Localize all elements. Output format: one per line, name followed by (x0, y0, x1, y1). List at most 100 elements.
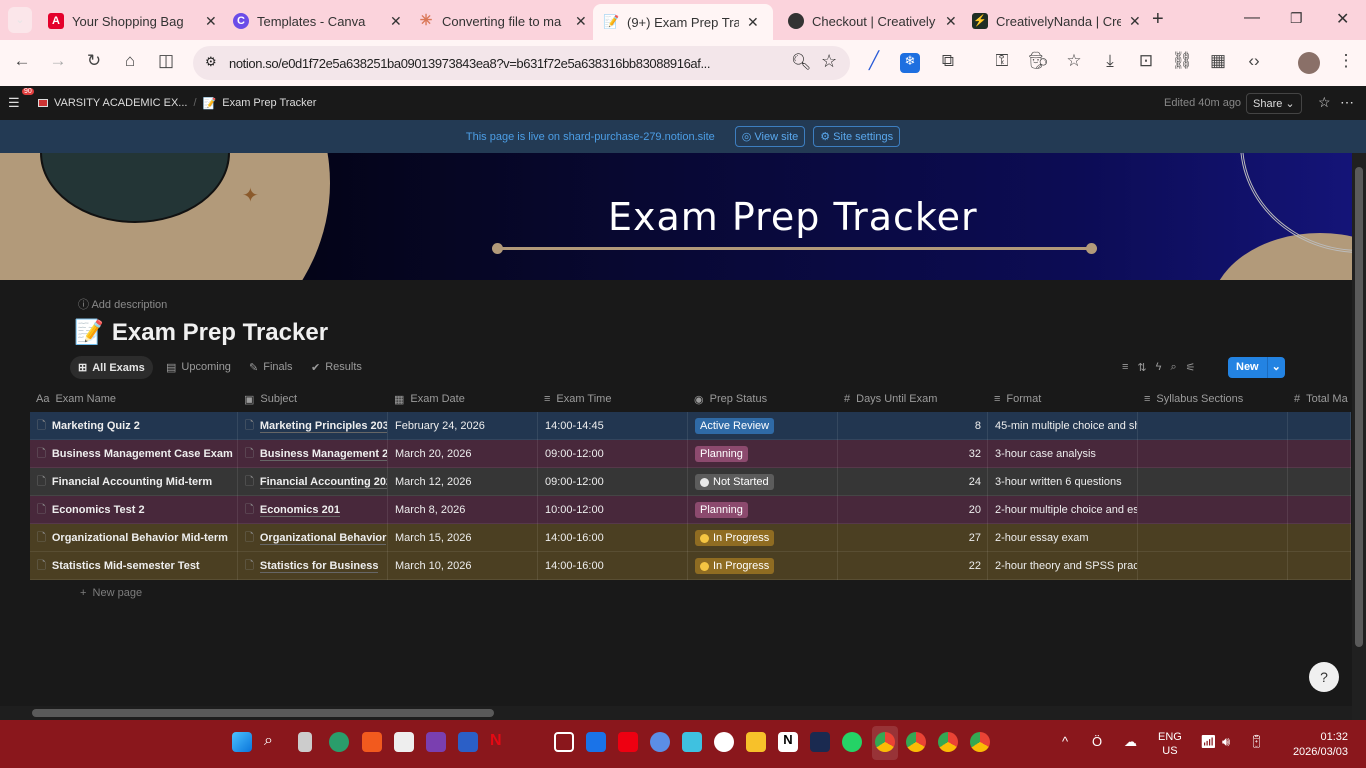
language-indicator[interactable]: ENG US (1158, 731, 1182, 757)
share-button[interactable]: Share ⌄ (1246, 93, 1302, 114)
new-button[interactable]: New ⌄ (1228, 357, 1285, 378)
column-header[interactable]: ≡ Syllabus Sections (1144, 393, 1244, 405)
cell-prep-status[interactable]: In Progress (688, 524, 838, 552)
cell-exam-name[interactable]: 🗋 Financial Accounting Mid-term (30, 468, 238, 496)
cell-subject[interactable]: 🗋 Business Management 201 (238, 440, 388, 468)
browser-tab[interactable]: A Your Shopping Bag ✕ (38, 6, 227, 36)
cell-format[interactable]: 3-hour written 6 questions (988, 468, 1138, 496)
copilot-icon[interactable] (426, 732, 446, 752)
cell-format[interactable]: 3-hour case analysis (988, 440, 1138, 468)
chevron-down-icon[interactable]: ⌄ (1266, 357, 1285, 378)
cell-prep-status[interactable]: Active Review (688, 412, 838, 440)
cell-exam-name[interactable]: 🗋 Organizational Behavior Mid-term (30, 524, 238, 552)
status-badge[interactable]: In Progress (695, 558, 775, 574)
chrome-icon[interactable] (970, 732, 990, 752)
search-icon[interactable]: ⌕ (264, 732, 273, 749)
cell-syllabus[interactable] (1138, 524, 1288, 552)
brave-icon[interactable] (362, 732, 382, 752)
cell-exam-time[interactable]: 10:00-12:00 (538, 496, 688, 524)
cell-days-until[interactable]: 8 (838, 412, 988, 440)
favorite-star-icon[interactable]: ☆ (1318, 94, 1331, 110)
devtools-icon[interactable]: ‹› (1248, 51, 1260, 70)
browser-tab[interactable]: ⚡ CreativelyNanda | Cre ✕ (972, 12, 1141, 29)
cell-syllabus[interactable] (1138, 468, 1288, 496)
cell-total-marks[interactable] (1288, 524, 1351, 552)
favorites-icon[interactable]: ☆ (1066, 51, 1082, 70)
cell-total-marks[interactable] (1288, 496, 1351, 524)
settings-sliders-icon[interactable]: ⚟ (1185, 362, 1196, 374)
chrome-icon[interactable] (938, 732, 958, 752)
cell-syllabus[interactable] (1138, 552, 1288, 580)
sidebar-menu-icon[interactable]: ☰ (8, 95, 20, 110)
cell-subject[interactable]: 🗋 Statistics for Business (238, 552, 388, 580)
cell-days-until[interactable]: 20 (838, 496, 988, 524)
cell-days-until[interactable]: 32 (838, 440, 988, 468)
password-key-icon[interactable]: ⚿ (995, 51, 1009, 70)
start-icon[interactable] (232, 732, 252, 752)
cell-syllabus[interactable] (1138, 412, 1288, 440)
split-view-icon[interactable]: ◫ (157, 51, 175, 70)
new-tab-icon[interactable]: + (1152, 8, 1164, 30)
view-site-button[interactable]: ◎ View site (734, 126, 806, 147)
youtube-icon[interactable] (618, 732, 638, 752)
add-description-button[interactable]: ⓘ Add description (78, 299, 168, 311)
clock[interactable]: 01:32 2026/03/03 (1292, 731, 1348, 758)
tab-search-button[interactable]: ⌄ (8, 7, 32, 33)
cell-subject[interactable]: 🗋 Financial Accounting 202 (238, 468, 388, 496)
word-icon[interactable] (458, 732, 478, 752)
battery-icon[interactable]: 🔋︎ (1248, 734, 1265, 749)
column-header[interactable]: ◉ Prep Status (694, 393, 768, 406)
close-window-icon[interactable]: ✕ (1336, 11, 1350, 28)
cell-exam-name[interactable]: 🗋 Business Management Case Exam (30, 440, 238, 468)
screenshot-icon[interactable]: ⊡ (1138, 51, 1154, 70)
cell-days-until[interactable]: 22 (838, 552, 988, 580)
app-icon[interactable] (586, 732, 606, 752)
breadcrumb-workspace[interactable]: VARSITY ACADEMIC EX... (54, 97, 188, 109)
reading-view-icon[interactable]: ▦ (1209, 51, 1227, 70)
table-row[interactable]: 🗋 Marketing Quiz 2 🗋 Marketing Principles 2… (30, 412, 1351, 440)
close-tab-icon[interactable]: ✕ (390, 12, 402, 29)
table-row[interactable]: 🗋 Organizational Behavior Mid-term 🗋 Organi… (30, 524, 1351, 552)
cell-subject[interactable]: 🗋 Marketing Principles 203 (238, 412, 388, 440)
home-icon[interactable]: ⌂ (124, 51, 136, 70)
cell-exam-name[interactable]: 🗋 Statistics Mid-semester Test (30, 552, 238, 580)
horizontal-scrollbar[interactable] (0, 706, 1352, 720)
browser-tab-active[interactable]: 📝(9+) Exam Prep Track✕ (593, 4, 773, 40)
status-badge[interactable]: Not Started (695, 474, 774, 490)
automation-icon[interactable]: ϟ (1155, 361, 1162, 373)
sort-icon[interactable]: ⇅ (1137, 362, 1147, 374)
table-row[interactable]: 🗋 Statistics Mid-semester Test 🗋 Statistics… (30, 552, 1351, 580)
close-tab-icon[interactable]: ✕ (945, 12, 957, 29)
app-icon[interactable] (810, 732, 830, 752)
volume-icon[interactable]: 🔊︎ (1222, 734, 1231, 749)
forward-icon[interactable]: → (49, 51, 67, 70)
tab-all-exams[interactable]: ⊞ All Exams (70, 356, 153, 379)
store-icon[interactable] (394, 732, 414, 752)
cell-syllabus[interactable] (1138, 496, 1288, 524)
table-row[interactable]: 🗋 Business Management Case Exam 🗋 Business … (30, 440, 1351, 468)
cell-exam-time[interactable]: 14:00-16:00 (538, 524, 688, 552)
cell-exam-time[interactable]: 09:00-12:00 (538, 468, 688, 496)
tab-finals[interactable]: ✎ Finals (249, 361, 293, 374)
cell-format[interactable]: 45-min multiple choice and sho (988, 412, 1138, 440)
cell-exam-date[interactable]: February 24, 2026 (388, 412, 538, 440)
profile-avatar[interactable] (1298, 52, 1320, 74)
cell-subject[interactable]: 🗋 Organizational Behavior (238, 524, 388, 552)
extensions-icon[interactable]: ⧉ (941, 51, 955, 70)
incognito-icon[interactable]: 🕵︎ (1027, 51, 1049, 70)
cell-total-marks[interactable] (1288, 468, 1351, 496)
task-view-icon[interactable] (298, 732, 312, 752)
cell-prep-status[interactable]: Not Started (688, 468, 838, 496)
cell-exam-time[interactable]: 09:00-12:00 (538, 440, 688, 468)
browser-tab[interactable]: Checkout | Creatively ✕ (778, 6, 967, 36)
status-badge[interactable]: In Progress (695, 530, 775, 546)
cell-exam-time[interactable]: 14:00-16:00 (538, 552, 688, 580)
back-icon[interactable]: ← (13, 51, 31, 70)
column-header[interactable]: ▦ Exam Date (394, 393, 465, 406)
wifi-icon[interactable]: 📶︎ (1200, 734, 1217, 749)
edge-icon[interactable] (329, 732, 349, 752)
pen-extension-icon[interactable]: ╱ (868, 51, 880, 70)
table-row[interactable]: 🗋 Financial Accounting Mid-term 🗋 Financial… (30, 468, 1351, 496)
link-icon[interactable]: ⛓ (1171, 51, 1193, 70)
column-header[interactable]: ▣ Subject (244, 393, 298, 406)
